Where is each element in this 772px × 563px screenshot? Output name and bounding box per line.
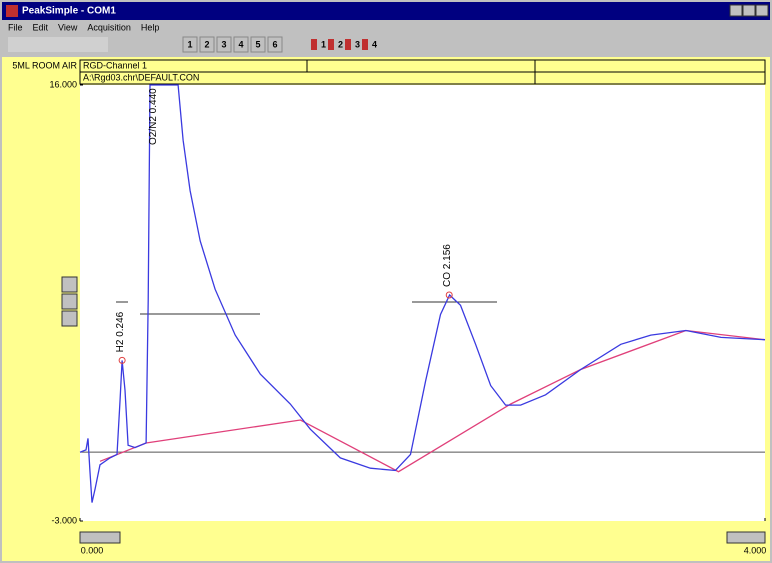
series-line bbox=[99, 329, 766, 473]
toolbar-button[interactable] bbox=[250, 36, 266, 53]
toolbar-icons[interactable] bbox=[8, 37, 108, 52]
x-tick-label: 4.000 bbox=[744, 545, 767, 555]
menu-item[interactable]: Acquisition bbox=[87, 22, 131, 32]
toolbar-button[interactable] bbox=[233, 36, 249, 53]
series-line bbox=[79, 84, 766, 503]
channel-icon[interactable] bbox=[328, 39, 334, 50]
scroll-left[interactable] bbox=[79, 531, 121, 544]
toolbar-button-label[interactable]: 6 bbox=[272, 39, 277, 49]
menu-item[interactable]: Edit bbox=[33, 22, 49, 32]
close-button[interactable] bbox=[755, 4, 769, 17]
menu-bar: File Edit View Acquisition Help bbox=[8, 22, 159, 32]
toolbar-button[interactable] bbox=[182, 36, 198, 53]
scroll-right[interactable] bbox=[726, 531, 766, 544]
window-controls[interactable] bbox=[729, 4, 769, 17]
channel-button-label[interactable]: 1 bbox=[321, 39, 326, 49]
header-table: 5ML ROOM AIR RGD-Channel 1 A:\Rgd03.chr\… bbox=[12, 59, 766, 85]
file-name: A:\Rgd03.chr\DEFAULT.CON bbox=[83, 72, 199, 82]
menu-item[interactable]: View bbox=[58, 22, 78, 32]
y-tick-label: -3.000 bbox=[51, 515, 77, 525]
toolbar-button-label[interactable]: 4 bbox=[238, 39, 243, 49]
y-tick-label: 16.000 bbox=[49, 79, 77, 89]
zoom-in[interactable] bbox=[61, 276, 78, 293]
channel-icon[interactable] bbox=[311, 39, 317, 50]
toolbar-button[interactable] bbox=[216, 36, 232, 53]
title-bar bbox=[2, 2, 770, 20]
peak-label: H2 0.246 bbox=[115, 311, 126, 352]
toolbar-button-label[interactable]: 5 bbox=[255, 39, 260, 49]
x-tick-label: 0.000 bbox=[81, 545, 104, 555]
peak-width-bars bbox=[116, 301, 497, 315]
channel-name: RGD-Channel 1 bbox=[83, 60, 147, 70]
zoom-buttons[interactable] bbox=[61, 276, 78, 327]
plot-area bbox=[80, 85, 765, 521]
peak-marker bbox=[445, 291, 453, 299]
channel-button-label[interactable]: 4 bbox=[372, 39, 377, 49]
zoom-out[interactable] bbox=[61, 310, 78, 327]
toolbar-button[interactable] bbox=[267, 36, 283, 53]
channel-button-label[interactable]: 2 bbox=[338, 39, 343, 49]
channel-button-label[interactable]: 3 bbox=[355, 39, 360, 49]
chromatogram: 16.000 -3.000 0.000 4.000 H2 0.246 O2/N2 0.44… bbox=[49, 79, 766, 555]
channel-icon[interactable] bbox=[345, 39, 351, 50]
zoom-reset[interactable] bbox=[61, 293, 78, 310]
sample-name: 5ML ROOM AIR bbox=[12, 60, 77, 70]
toolbar: 1 2 3 4 5 6 1 2 3 4 bbox=[8, 36, 377, 53]
toolbar-button-label[interactable]: 1 bbox=[187, 39, 192, 49]
window-title: PeakSimple - COM1 bbox=[22, 6, 116, 17]
channel-icon[interactable] bbox=[362, 39, 368, 50]
maximize-button[interactable] bbox=[742, 4, 756, 17]
peak-label: CO 2.156 bbox=[442, 244, 453, 287]
menu-item[interactable]: Help bbox=[141, 22, 160, 32]
scroll-buttons[interactable] bbox=[79, 531, 766, 544]
toolbar-button[interactable] bbox=[199, 36, 215, 53]
app-icon bbox=[6, 5, 18, 17]
minimize-button[interactable] bbox=[729, 4, 743, 17]
toolbar-button-label[interactable]: 2 bbox=[204, 39, 209, 49]
peak-label: O2/N2 0.440 bbox=[148, 88, 159, 145]
toolbar-button-label[interactable]: 3 bbox=[221, 39, 226, 49]
menu-item[interactable]: File bbox=[8, 22, 23, 32]
peak-marker bbox=[118, 356, 126, 364]
